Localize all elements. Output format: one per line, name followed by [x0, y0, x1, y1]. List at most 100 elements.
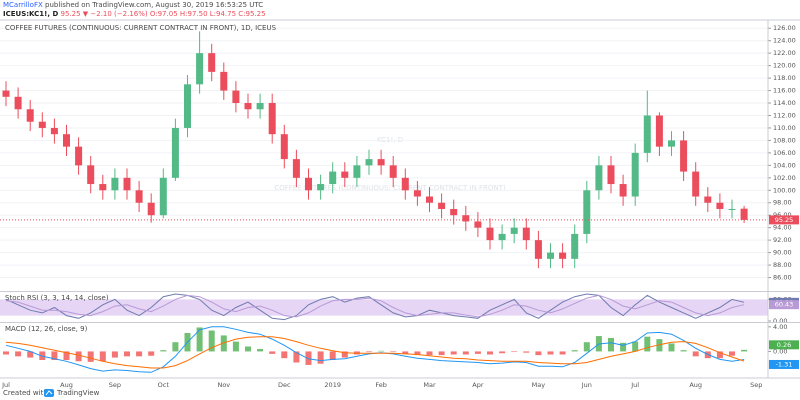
candle-body	[583, 190, 591, 234]
candle-body	[510, 227, 518, 234]
header-line: MCarrilloFX published on TradingView.com…	[3, 1, 263, 9]
y-tick-label: 90.00	[773, 249, 792, 257]
candle-body	[256, 103, 264, 110]
histogram-bar	[571, 350, 578, 352]
x-tick-label: Oct	[158, 381, 170, 389]
candle-body	[292, 159, 300, 178]
histogram-bar	[378, 350, 385, 352]
published: published on TradingView.com, August 30,…	[45, 1, 263, 9]
footer-logo	[44, 389, 54, 397]
histogram-bar	[414, 351, 421, 356]
candle-body	[135, 190, 143, 203]
x-tick-label: Jul	[630, 381, 639, 389]
last-value-label: -1.31	[776, 360, 793, 368]
x-tick-label: Dec	[278, 381, 291, 389]
candle-body	[571, 233, 579, 259]
histogram-bar	[196, 327, 203, 352]
x-tick-label: Mar	[423, 381, 436, 389]
histogram-bar	[741, 349, 748, 352]
histogram-bar	[269, 351, 276, 354]
indicator-line	[5, 336, 745, 369]
histogram-bar	[644, 336, 651, 352]
y-tick-label: 0.00	[773, 347, 787, 355]
last-value-label: 0.26	[777, 341, 791, 349]
histogram-bar	[341, 351, 348, 358]
candle-body	[365, 159, 373, 166]
y-tick-label: 116.00	[773, 87, 796, 95]
candle-body	[196, 53, 204, 85]
histogram-bar	[668, 343, 675, 352]
x-tick-label: Feb	[375, 381, 387, 389]
histogram-bar	[632, 341, 639, 352]
y-tick-label: 110.00	[773, 124, 796, 132]
histogram-bar	[462, 351, 469, 355]
y-tick-label: 126.00	[773, 24, 796, 32]
x-tick-label: May	[532, 381, 546, 389]
candle-body	[220, 71, 228, 91]
histogram-bar	[281, 351, 288, 359]
y-tick-label: 106.00	[773, 149, 796, 157]
candle-body	[450, 208, 458, 216]
author[interactable]: MCarrilloFX	[3, 1, 43, 9]
x-tick-label: Nov	[217, 381, 230, 389]
histogram-bar	[51, 351, 58, 361]
histogram-bar	[39, 351, 46, 361]
last-value-label: 60.43	[775, 301, 794, 309]
candle-body	[123, 177, 131, 191]
candle-body	[244, 103, 252, 110]
histogram-bar	[523, 351, 530, 353]
macd-title: MACD (12, 26, close, 9)	[5, 325, 88, 333]
candle-body	[184, 84, 191, 128]
footer-brand[interactable]: TradingView	[56, 389, 100, 397]
candle-body	[486, 227, 494, 241]
candle-body	[353, 165, 361, 178]
histogram-bar	[172, 342, 179, 352]
y-tick-label: 120.00	[773, 62, 796, 70]
candle-body	[280, 134, 288, 160]
candle-body	[317, 184, 325, 191]
candle-body	[534, 240, 542, 259]
histogram-bar	[438, 351, 445, 356]
histogram-bar	[208, 330, 215, 352]
stoch-title: Stoch RSI (3, 3, 14, 14, close)	[5, 294, 109, 302]
x-tick-label: Aug	[60, 381, 73, 389]
y-tick-label: 114.00	[773, 99, 796, 107]
histogram-bar	[232, 341, 239, 352]
histogram-bar	[245, 346, 251, 352]
x-tick-label: Aug	[689, 381, 702, 389]
candle-body	[147, 202, 155, 216]
last-value-tag	[769, 300, 799, 310]
histogram-bar	[220, 335, 227, 352]
last-value-tag	[769, 340, 799, 350]
histogram-bar	[390, 351, 397, 353]
y-tick-label: 86.00	[773, 274, 792, 282]
last-value-tag	[769, 359, 799, 369]
candle-body	[462, 215, 470, 222]
candle-body	[547, 252, 554, 259]
candle-body	[232, 90, 240, 104]
x-tick-label: Jul	[1, 381, 10, 389]
ohlc: O:97.05 H:97.50 L:94.75 C:95.25	[150, 10, 266, 18]
x-tick-label: Sep	[750, 381, 762, 389]
candle-body	[655, 115, 663, 147]
candle-body	[595, 165, 603, 191]
histogram-bar	[329, 351, 336, 361]
indicator-line	[5, 294, 745, 318]
candle-body	[498, 233, 506, 241]
candle-body	[26, 109, 34, 122]
y-tick-label: 122.00	[773, 49, 796, 57]
candle-body	[401, 177, 409, 191]
x-tick-label: 2019	[324, 381, 341, 389]
candle-body	[171, 127, 179, 178]
stoch-band	[0, 299, 768, 316]
y-tick-label: 104.00	[773, 161, 796, 169]
candle-body	[305, 177, 312, 191]
candle-body	[268, 103, 276, 135]
candle-body	[50, 127, 58, 135]
candle-body	[631, 152, 639, 197]
y-tick-label: 102.00	[773, 174, 796, 182]
histogram-bar	[620, 342, 627, 352]
candle-body	[426, 196, 433, 203]
candle-body	[522, 227, 530, 241]
